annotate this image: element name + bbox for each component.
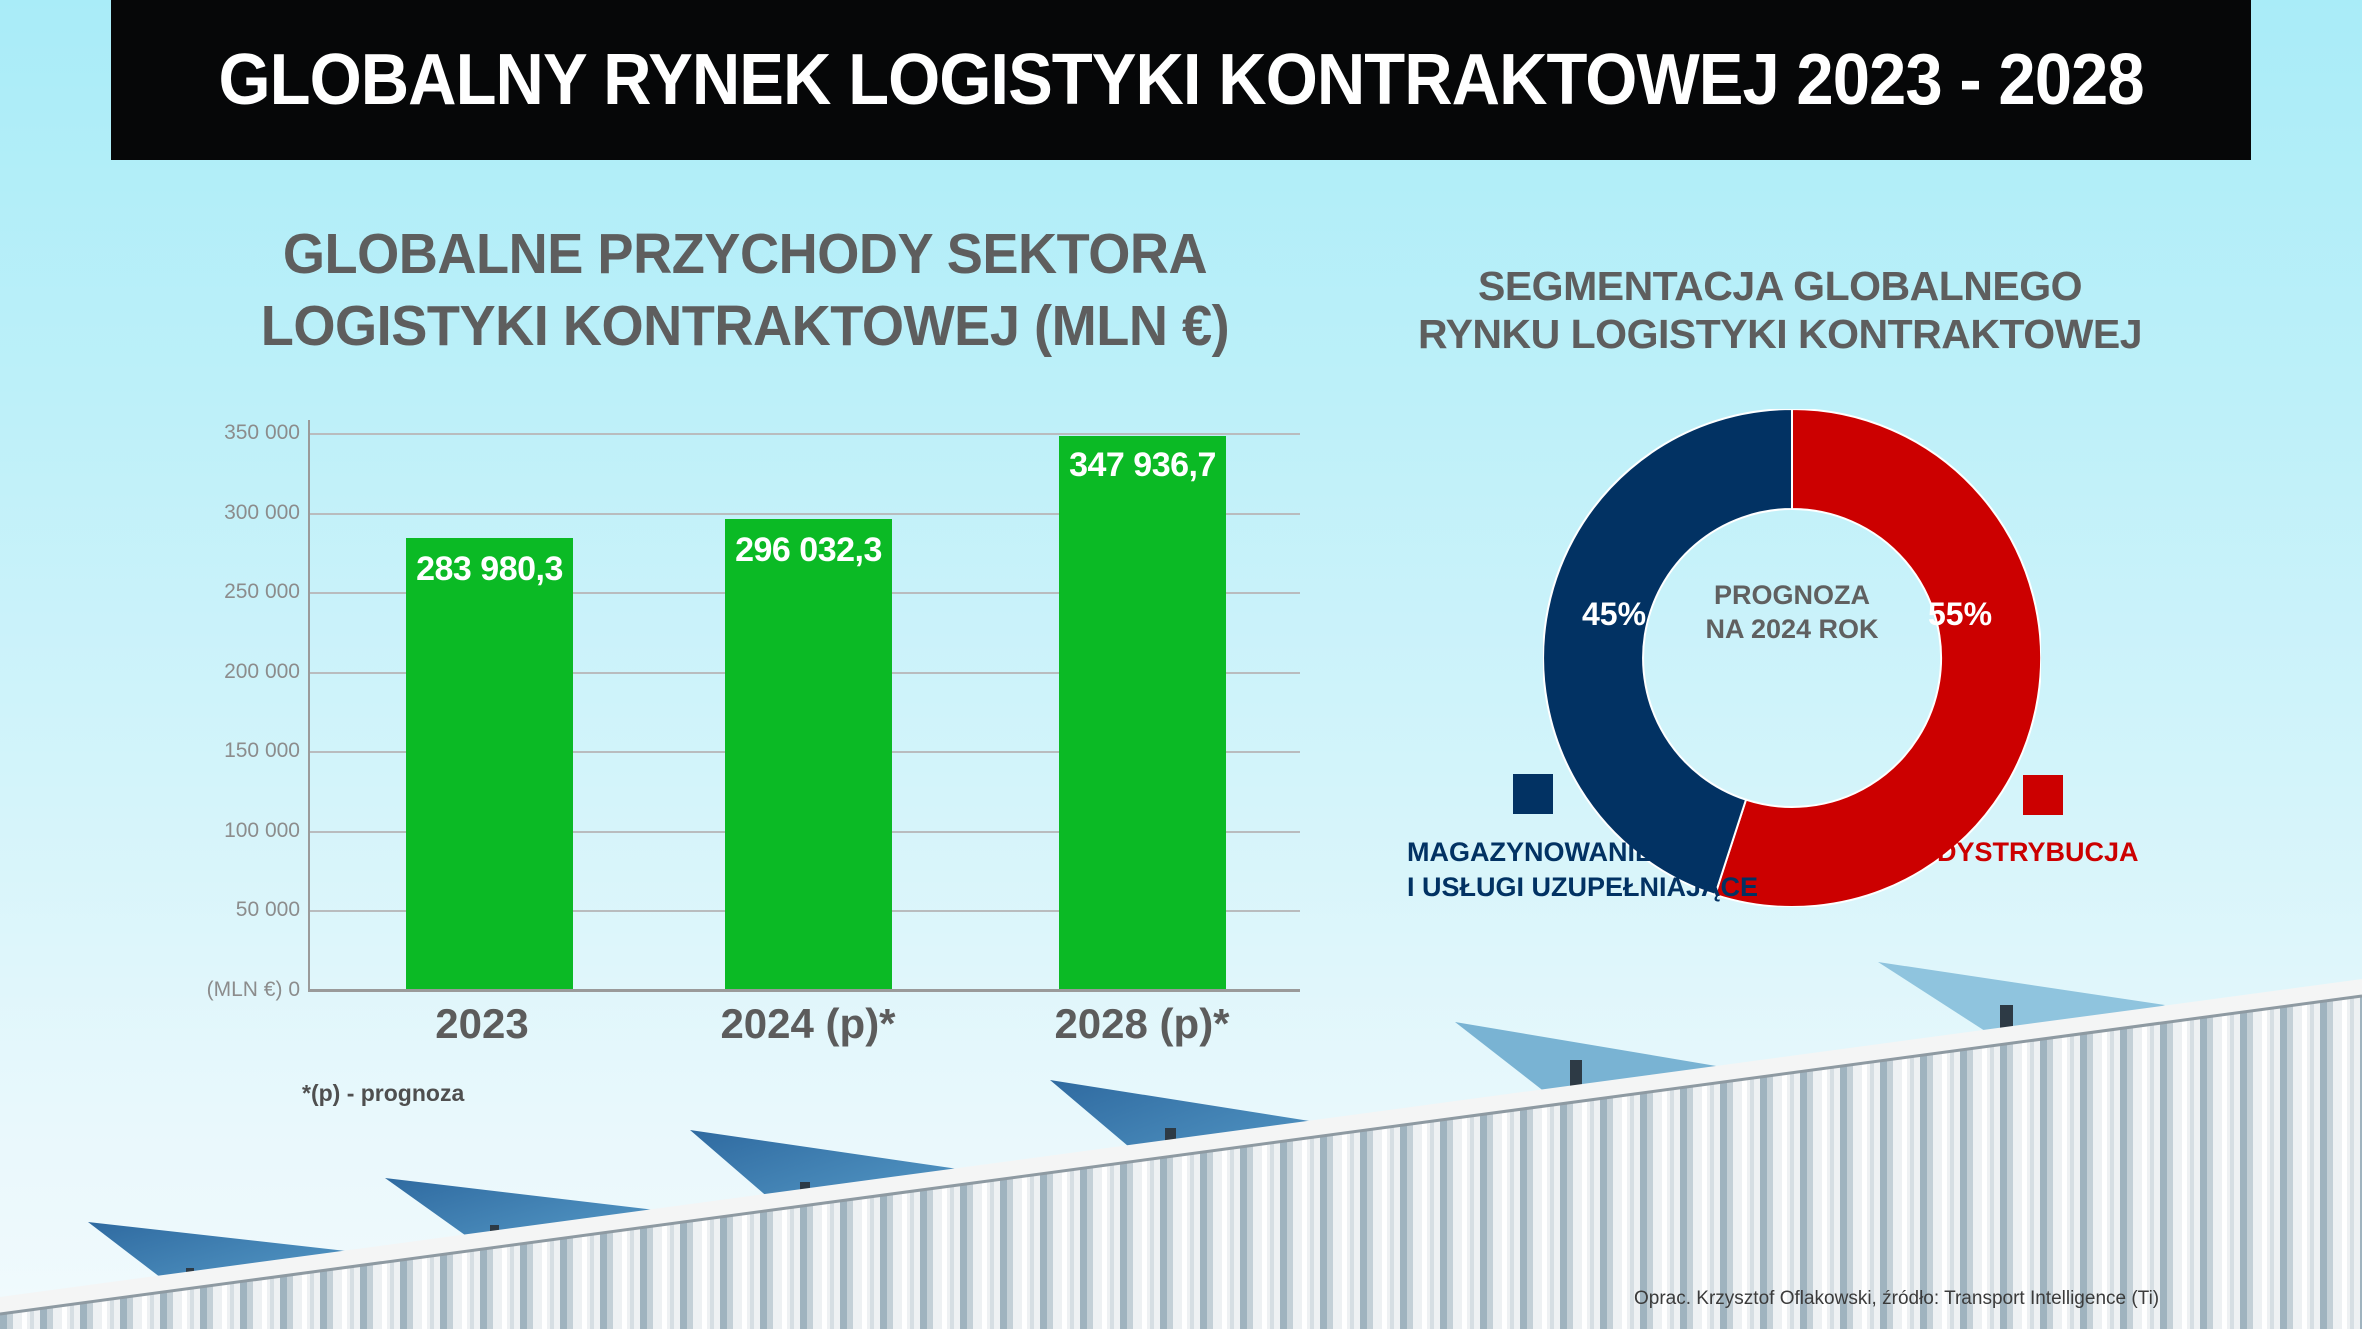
bar-value-label: 296 032,3 [735, 531, 882, 569]
bar-value-label: 347 936,7 [1069, 446, 1216, 484]
header-banner: GLOBALNY RYNEK LOGISTYKI KONTRAKTOWEJ 20… [111, 0, 2251, 160]
y-tick-350000: 350 000 [224, 421, 300, 444]
x-tick-2024: 2024 (p)* [720, 1000, 896, 1047]
y-tick-250000: 250 000 [224, 580, 300, 603]
source-credit: Oprac. Krzysztof Oflakowski, źródło: Tra… [1634, 1288, 2160, 1309]
legend-label-dystrybucja: DYSTRYBUCJA [1937, 837, 2139, 867]
y-tick-0: (MLN €) 0 [206, 978, 300, 1001]
bar-chart-plot-area: 350 000 300 000 250 000 200 000 150 000 … [207, 420, 1300, 1001]
donut-chart [1543, 409, 2041, 907]
donut-segment-magazynowanie [1543, 409, 1793, 897]
solar-panel-2 [385, 1178, 655, 1273]
bar-2023: 283 980,3 [406, 538, 573, 990]
solar-panel-1 [88, 1222, 355, 1308]
solar-panel-3 [690, 1130, 965, 1232]
donut-chart-title-line1: SEGMENTACJA GLOBALNEGO [1477, 263, 2083, 309]
x-axis [308, 989, 1300, 992]
y-tick-100000: 100 000 [224, 819, 300, 842]
x-tick-2028: 2028 (p)* [1054, 1000, 1230, 1047]
donut-center-label: PROGNOZA NA 2024 ROK [1692, 578, 1892, 646]
solar-panel-5 [1455, 1022, 1740, 1135]
gridline-300000 [310, 513, 1300, 515]
bar-2028: 347 936,7 [1059, 436, 1226, 990]
donut-center-line1: PROGNOZA [1713, 580, 1870, 610]
y-tick-300000: 300 000 [224, 501, 300, 524]
legend-label-magazynowanie-line2: I USŁUGI UZUPEŁNIAJĄCE [1407, 872, 1759, 902]
solar-panel-4 [1050, 1080, 1335, 1190]
legend-label-magazynowanie: MAGAZYNOWANIE I USŁUGI UZUPEŁNIAJĄCE [1407, 835, 1758, 905]
donut-center-line2: NA 2024 ROK [1705, 614, 1879, 644]
bar-chart-title: GLOBALNE PRZYCHODY SEKTORA LOGISTYKI KON… [208, 218, 1282, 362]
legend-label-magazynowanie-line1: MAGAZYNOWANIE [1407, 837, 1653, 867]
x-tick-2023: 2023 [435, 1000, 529, 1047]
bar-value-label: 283 980,3 [416, 550, 563, 588]
y-axis [308, 420, 310, 992]
forecast-footnote: *(p) - prognoza [302, 1080, 465, 1106]
bar-chart-title-line1: GLOBALNE PRZYCHODY SEKTORA [282, 222, 1208, 286]
percent-label-magazynowanie: 45% [1582, 596, 1647, 632]
legend-swatch-magazynowanie [1513, 774, 1553, 814]
bar-2024: 296 032,3 [725, 519, 892, 990]
page-title: GLOBALNY RYNEK LOGISTYKI KONTRAKTOWEJ 20… [218, 40, 2144, 120]
y-tick-200000: 200 000 [224, 660, 300, 683]
y-tick-50000: 50 000 [235, 898, 300, 921]
donut-segment-dystrybucja [1713, 409, 2041, 907]
legend-swatch-dystrybucja [2023, 775, 2063, 815]
donut-chart-title-line2: RYNKU LOGISTYKI KONTRAKTOWEJ [1417, 311, 2143, 357]
solar-panel-6 [1878, 962, 2165, 1071]
gridline-350000 [310, 433, 1300, 435]
bar-chart-title-line2: LOGISTYKI KONTRAKTOWEJ (MLN €) [260, 294, 1230, 358]
percent-label-dystrybucja: 55% [1928, 596, 1993, 632]
donut-chart-title: SEGMENTACJA GLOBALNEGO RYNKU LOGISTYKI K… [1380, 262, 2180, 358]
y-tick-150000: 150 000 [224, 739, 300, 762]
